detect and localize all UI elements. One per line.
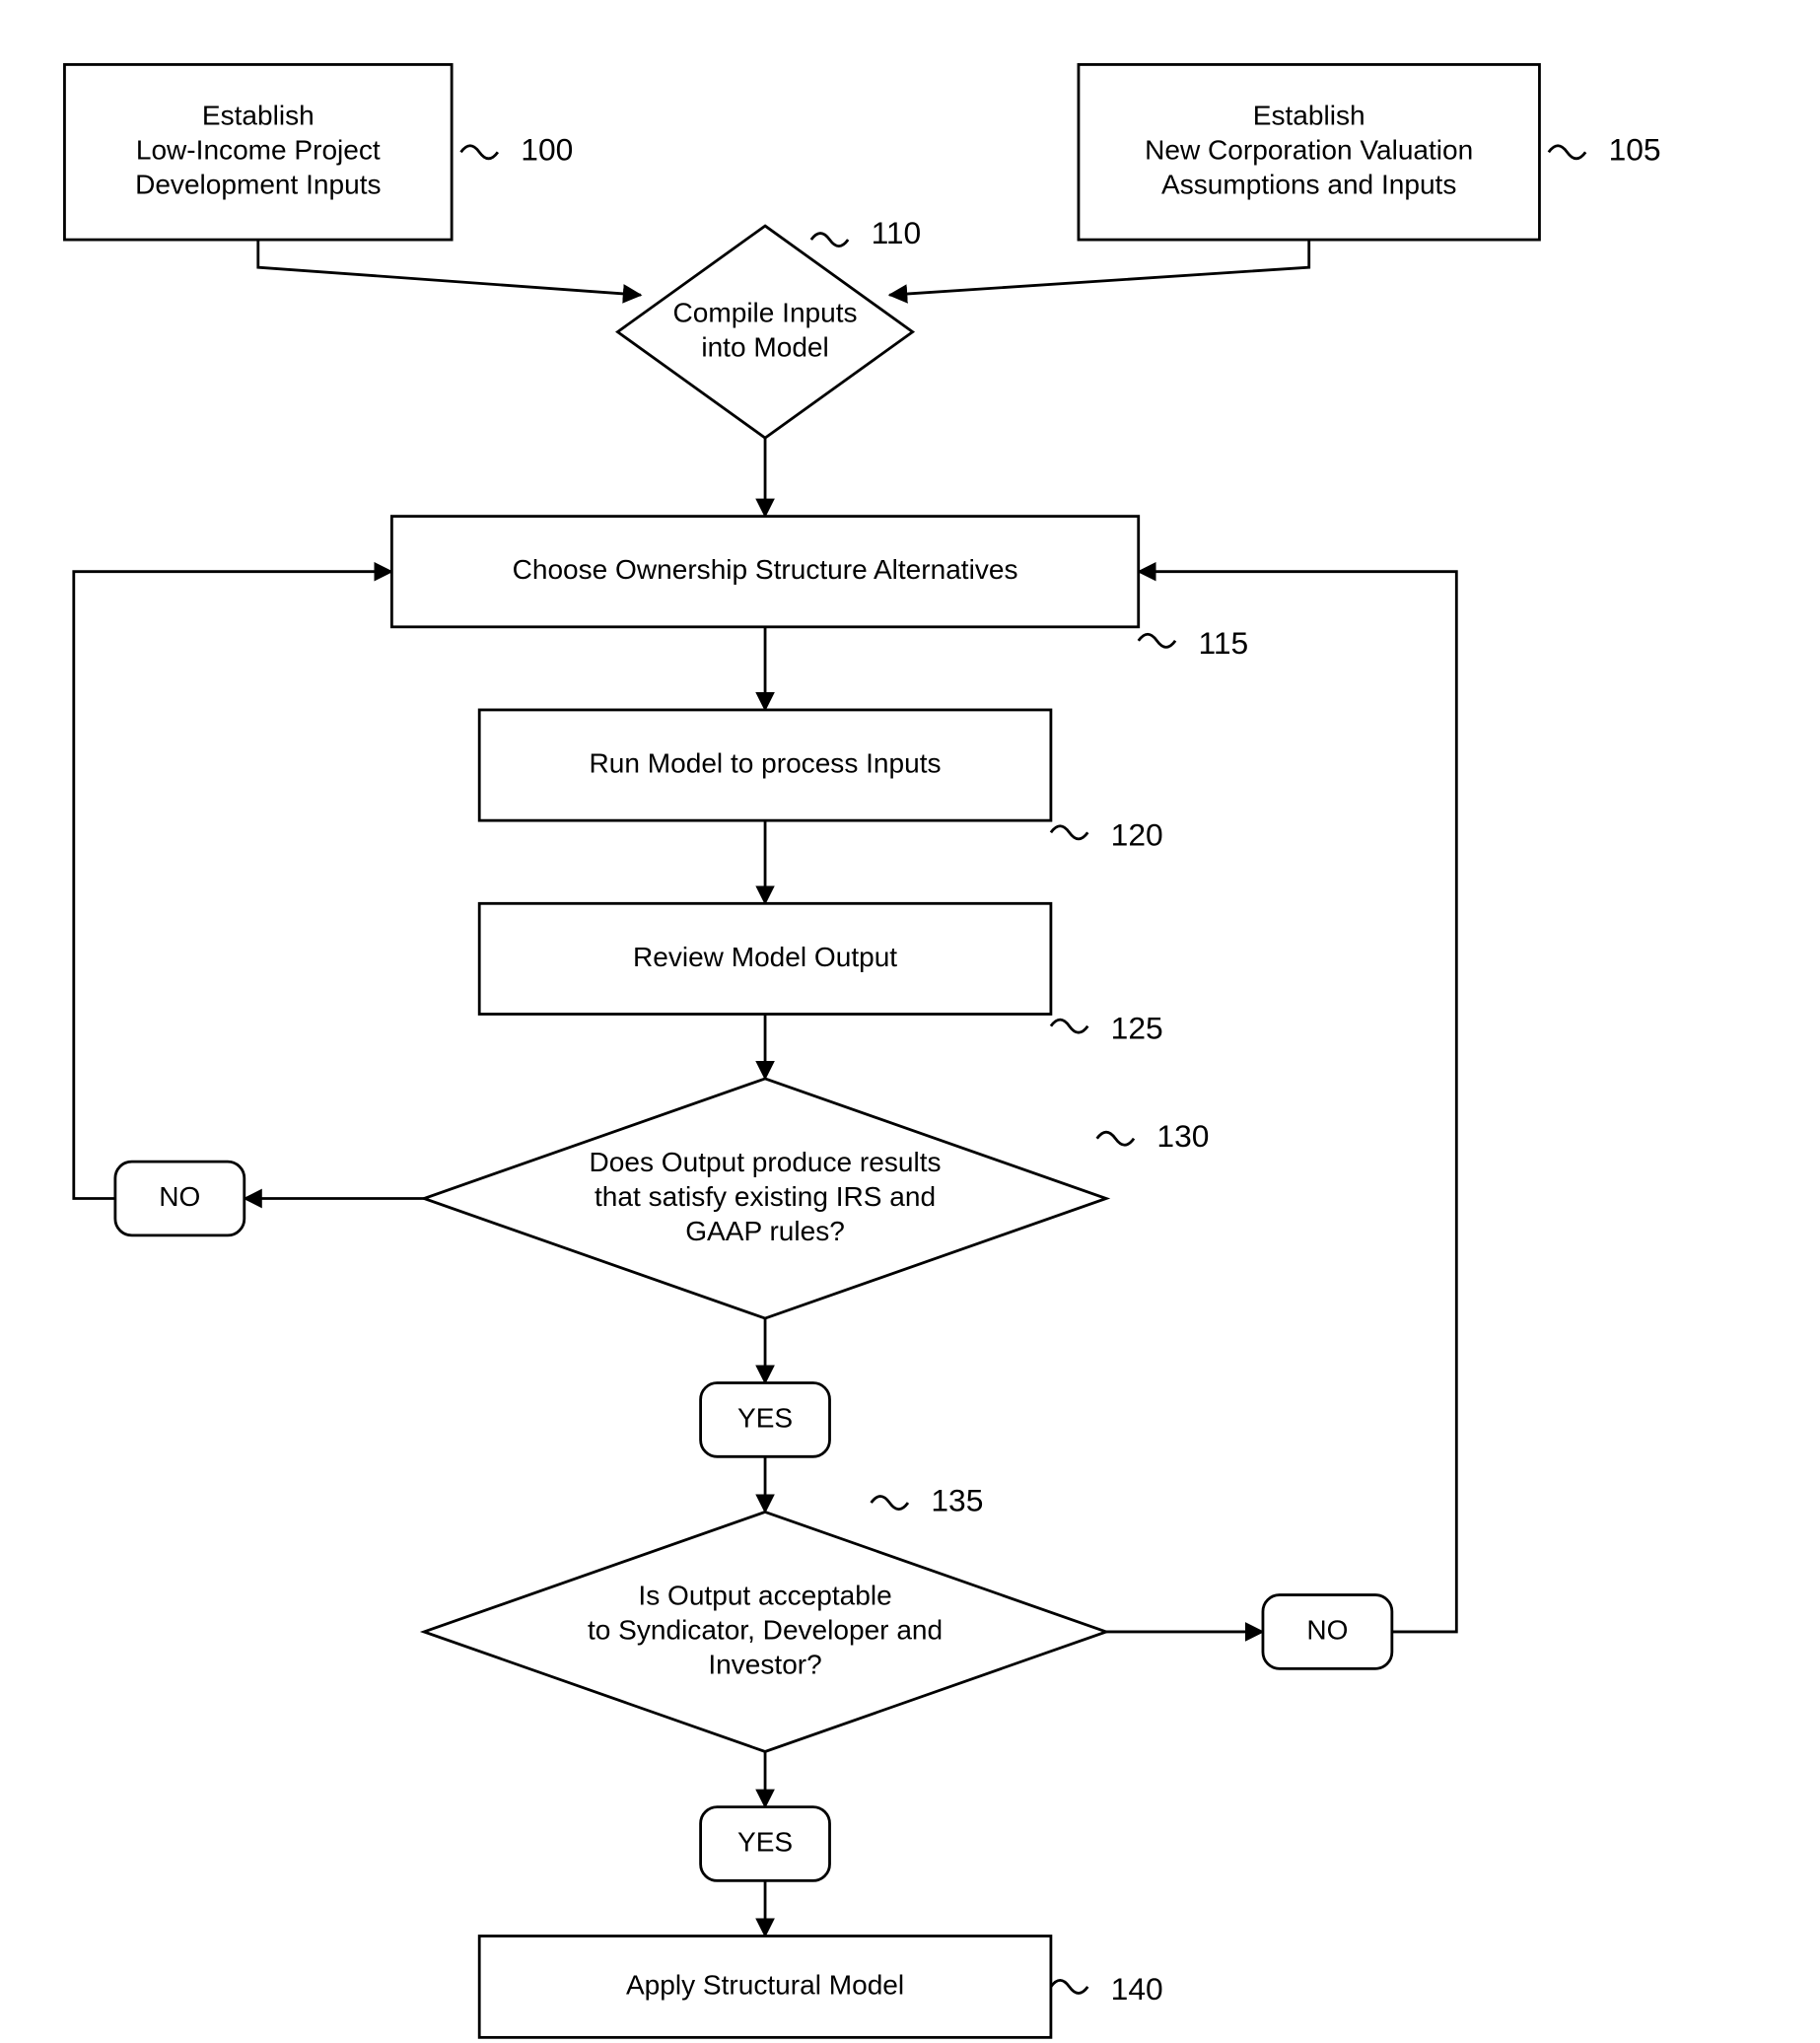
flowchart-diagram: EstablishLow-Income ProjectDevelopment I… (0, 0, 1820, 2043)
svg-text:Choose Ownership Structure Alt: Choose Ownership Structure Alternatives (513, 554, 1018, 585)
svg-text:Review Model Output: Review Model Output (633, 942, 897, 972)
ref-label-l125: 125 (1111, 1011, 1163, 1046)
svg-text:Run Model to process Inputs: Run Model to process Inputs (590, 747, 942, 778)
svg-text:YES: YES (737, 1402, 793, 1433)
svg-text:NO: NO (1306, 1614, 1348, 1645)
svg-text:Apply Structural Model: Apply Structural Model (626, 1969, 904, 2000)
ref-label-l115: 115 (1199, 625, 1249, 661)
ref-label-l100: 100 (521, 132, 573, 168)
ref-label-l120: 120 (1111, 816, 1163, 852)
edge-eno2-115 (1139, 572, 1457, 1632)
edge-e100-110 (258, 240, 641, 295)
ref-label-l140: 140 (1111, 1971, 1163, 2007)
ref-label-l110: 110 (872, 215, 922, 250)
svg-text:NO: NO (159, 1181, 200, 1212)
svg-text:YES: YES (737, 1826, 793, 1857)
ref-label-l105: 105 (1609, 132, 1661, 168)
ref-label-l130: 130 (1156, 1118, 1209, 1154)
edge-eno1-115 (74, 572, 392, 1199)
ref-label-l135: 135 (931, 1482, 983, 1517)
edge-e105-110 (889, 240, 1308, 295)
